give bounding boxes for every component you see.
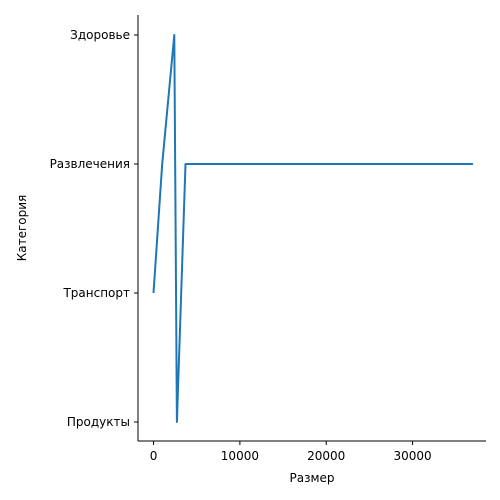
y-axis-ticks: Продукты Транспорт Развлечения Здоровье	[50, 28, 138, 429]
x-axis-ticks: 0 10000 20000 30000	[150, 441, 432, 463]
x-tick-label: 20000	[307, 449, 345, 463]
y-tick-label: Продукты	[67, 415, 130, 429]
x-axis-label: Размер	[289, 471, 334, 485]
x-tick-label: 0	[150, 449, 158, 463]
y-axis-label: Категория	[15, 195, 29, 262]
series-line	[152, 34, 473, 423]
x-tick-label: 10000	[221, 449, 259, 463]
y-tick-label: Транспорт	[62, 286, 130, 300]
y-tick-label: Развлечения	[50, 157, 130, 171]
x-tick-label: 30000	[394, 449, 432, 463]
y-tick-label: Здоровье	[70, 28, 130, 42]
